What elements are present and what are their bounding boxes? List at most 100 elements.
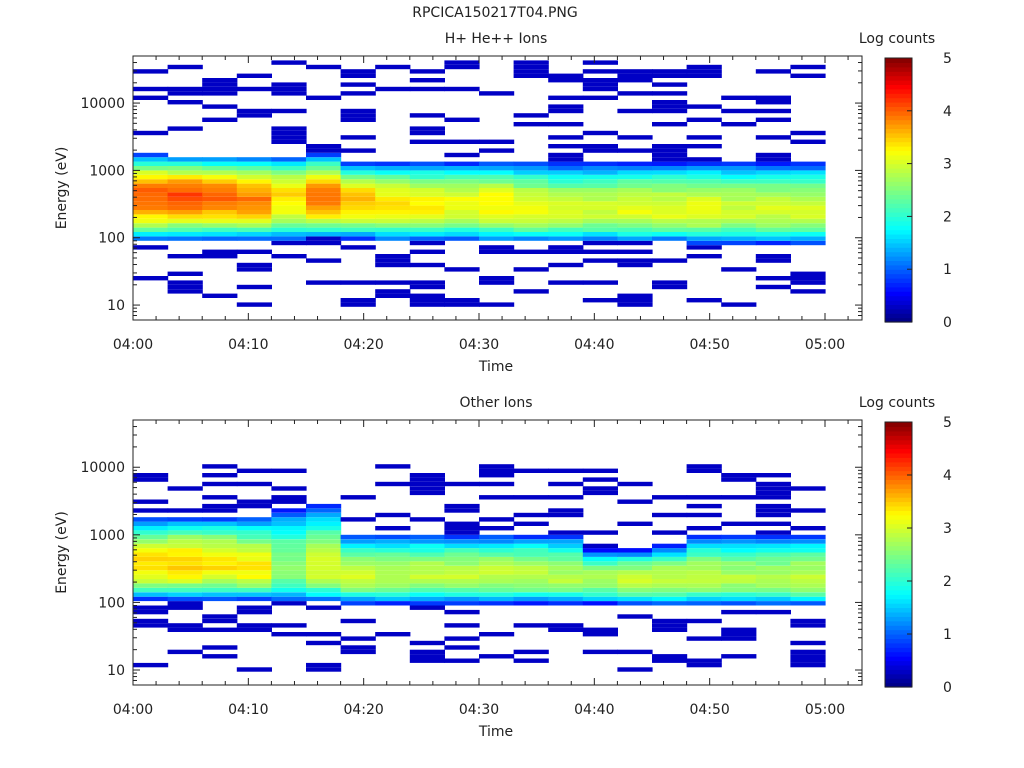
heatmap-cell: [548, 601, 584, 606]
heatmap-cell: [513, 166, 549, 171]
heatmap-cell: [202, 592, 238, 597]
heatmap-cell: [790, 534, 826, 540]
heatmap-cell: [513, 468, 549, 473]
heatmap-cell: [202, 526, 238, 531]
heatmap-cell: [582, 587, 618, 593]
heatmap-cell: [513, 592, 549, 597]
heatmap-cell: [340, 574, 376, 579]
heatmap-cell: [790, 223, 826, 228]
heatmap-cell: [755, 561, 791, 566]
heatmap-cell: [236, 468, 272, 473]
heatmap-cell: [686, 166, 722, 171]
heatmap-cell: [271, 539, 307, 544]
heatmap-cell: [133, 592, 169, 597]
heatmap-cell: [513, 623, 549, 628]
heatmap-cell: [721, 183, 757, 188]
heatmap-cell: [652, 574, 688, 579]
heatmap-cell: [582, 596, 618, 602]
heatmap-cell: [202, 503, 238, 509]
heatmap-cell: [790, 201, 826, 206]
heatmap-cell: [686, 556, 722, 562]
colorbar-segment: [885, 682, 912, 688]
colorbar-frame: [884, 421, 913, 688]
colorbar-tick-label: 2: [943, 574, 952, 590]
heatmap-cell: [548, 170, 584, 175]
heatmap-cell: [236, 592, 272, 597]
heatmap-cell: [271, 214, 307, 219]
heatmap-cell: [548, 104, 584, 109]
heatmap-cell: [340, 587, 376, 593]
heatmap-cell: [409, 284, 445, 290]
heatmap-cell: [409, 302, 445, 307]
heatmap-cell: [271, 592, 307, 597]
x-axis: 04:00 04:10 04:20 04:30 04:40 04:50 05:00 Time: [113, 420, 849, 740]
heatmap-cell: [582, 490, 618, 496]
heatmap-cell: [375, 561, 411, 566]
heatmap-cell: [721, 161, 757, 166]
x-tick-label: 05:00: [805, 702, 845, 718]
heatmap-cell: [652, 601, 688, 606]
heatmap-cell: [548, 157, 584, 162]
heatmap-cell: [375, 188, 411, 193]
heatmap-cell: [479, 556, 515, 562]
heatmap-cell: [513, 601, 549, 606]
colorbar-segment: [885, 536, 912, 542]
heatmap-cell: [271, 60, 307, 65]
colorbar-segment: [885, 128, 912, 134]
heatmap-cell: [409, 78, 445, 83]
heatmap-cell: [548, 495, 584, 500]
heatmap-cell: [133, 218, 169, 224]
heatmap-cell: [652, 280, 688, 285]
heatmap-cell: [755, 574, 791, 579]
heatmap-cell: [790, 561, 826, 566]
heatmap-cell: [790, 73, 826, 78]
heatmap-cell: [548, 280, 584, 285]
heatmap-cell: [548, 539, 584, 544]
heatmap-cell: [375, 232, 411, 237]
heatmap-cell: [444, 481, 480, 487]
heatmap-cell: [755, 530, 791, 535]
heatmap-cell: [755, 135, 791, 140]
heatmap-cell: [755, 609, 791, 615]
heatmap-cell: [167, 183, 203, 188]
colorbar-segment: [885, 260, 912, 266]
colorbar-segment: [885, 514, 912, 520]
heatmap-cell: [721, 627, 757, 632]
heatmap-cell: [755, 174, 791, 180]
heatmap-cell: [582, 574, 618, 579]
colorbar-tick-label: 5: [943, 51, 952, 67]
heatmap-cell: [271, 512, 307, 518]
colorbar-segment: [885, 75, 912, 81]
heatmap-cell: [548, 596, 584, 602]
heatmap-cell: [340, 649, 376, 655]
heatmap-cell: [548, 196, 584, 202]
colorbar-tick-label: 1: [943, 262, 952, 278]
heatmap-cell: [167, 223, 203, 228]
heatmap-cell: [133, 473, 169, 478]
colorbar: 0 1 2 3 4 5 Log counts: [859, 31, 952, 331]
heatmap-cell: [652, 618, 688, 624]
colorbar-segment: [885, 528, 912, 534]
x-tick-label: 04:10: [228, 337, 268, 353]
colorbar-segment: [885, 607, 912, 613]
heatmap-cell: [167, 64, 203, 70]
heatmap-cell: [582, 280, 618, 285]
heatmap-cell: [755, 227, 791, 232]
heatmap-cell: [202, 78, 238, 83]
heatmap-cell: [652, 183, 688, 188]
heatmap-cell: [721, 302, 757, 307]
heatmap-cell: [271, 552, 307, 557]
heatmap-cell: [236, 667, 272, 672]
heatmap-cell: [721, 552, 757, 557]
heatmap-cell: [167, 539, 203, 544]
heatmap-cell: [375, 64, 411, 70]
heatmap-cell: [202, 170, 238, 175]
heatmap-cell: [409, 556, 445, 562]
heatmap-cell: [790, 183, 826, 188]
heatmap-cell: [167, 574, 203, 579]
heatmap-cell: [617, 258, 653, 263]
heatmap-cell: [444, 601, 480, 606]
heatmap-cell: [340, 645, 376, 650]
heatmap-cell: [375, 601, 411, 606]
heatmap-cell: [340, 148, 376, 153]
